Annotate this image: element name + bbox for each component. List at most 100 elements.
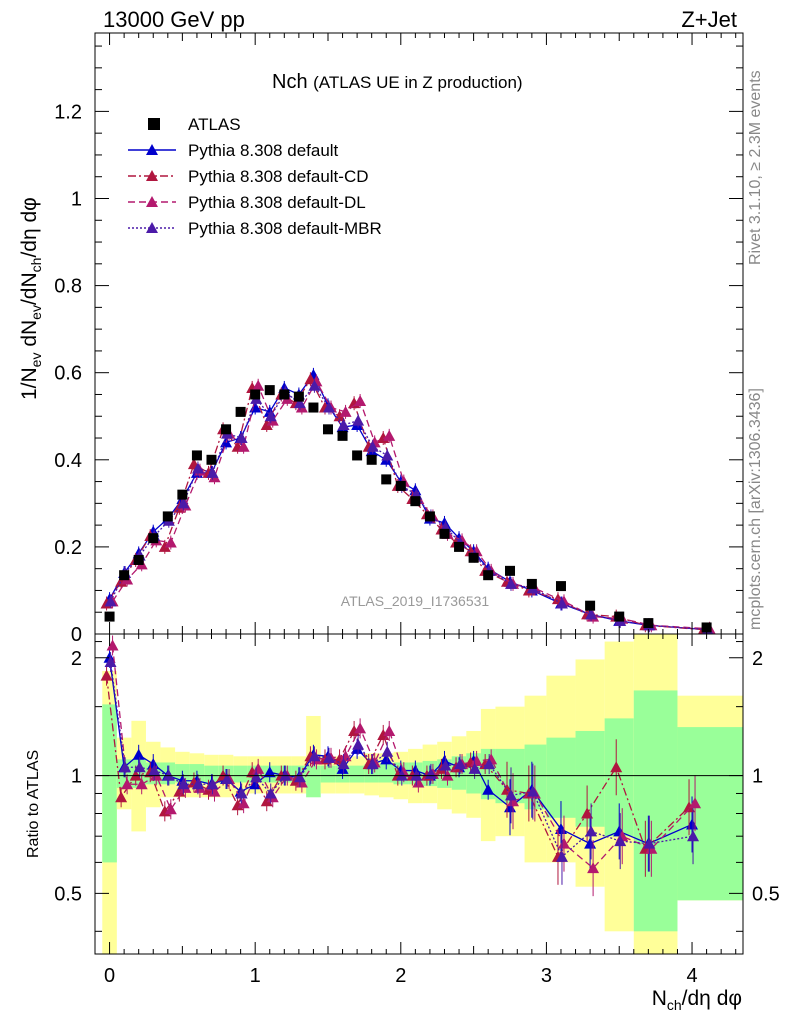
mc-marker — [104, 595, 117, 607]
ratio-band-inner — [306, 765, 321, 798]
atlas-data-point — [701, 622, 712, 633]
bottom-panel-frame — [94, 633, 744, 955]
atlas-data-point — [395, 480, 406, 491]
atlas-data-point — [133, 554, 144, 565]
atlas-data-point — [505, 565, 516, 576]
mc-marker — [235, 432, 248, 444]
ratio-marker — [148, 764, 161, 776]
ratio-marker — [252, 762, 265, 774]
legend-marker — [146, 144, 158, 155]
atlas-data-point — [322, 424, 333, 435]
ratio-band-inner — [320, 765, 336, 783]
ratio-marker — [264, 787, 277, 799]
mcplots-reference-label: mcplots.cern.ch [arXiv:1306.3436] — [747, 388, 764, 630]
top-y-axis-label: 1/Nev dNev/dNch/dη dφ — [18, 197, 44, 400]
x-tick-label: 1 — [250, 965, 261, 987]
ratio-marker — [557, 837, 570, 849]
legend-label: Pythia 8.308 default-DL — [188, 193, 366, 212]
ratio-band-inner — [524, 744, 547, 810]
legend-label: Pythia 8.308 default-CD — [188, 167, 369, 186]
ratio-marker — [121, 778, 134, 790]
atlas-data-point — [381, 474, 392, 485]
top-y-tick-label: 0.2 — [54, 537, 82, 559]
ratio-marker — [483, 758, 496, 770]
ratio-marker — [585, 825, 598, 837]
mc-marker — [366, 440, 379, 452]
x-tick-label: 4 — [686, 965, 697, 987]
legend-label: Pythia 8.308 default-MBR — [188, 219, 382, 238]
ratio-band-inner — [204, 765, 219, 783]
atlas-data-point — [191, 450, 202, 461]
x-axis-label: Nch/dη dφ — [652, 987, 742, 1013]
ratio-marker — [555, 850, 568, 862]
x-tick-label: 0 — [104, 965, 115, 987]
rivet-version-label: Rivet 3.1.10, ≥ 2.3M events — [747, 70, 764, 265]
mc-marker — [158, 540, 171, 552]
top-y-tick-label: 0.8 — [54, 276, 82, 298]
top-y-tick-label: 0.6 — [54, 363, 82, 385]
ratio-marker — [614, 835, 627, 847]
mc-marker — [555, 597, 568, 609]
atlas-data-point — [206, 454, 217, 465]
ratio-marker — [683, 801, 696, 813]
analysis-id-label: ATLAS_2019_I1736531 — [341, 593, 490, 609]
mc-line — [109, 384, 708, 631]
ratio-marker — [164, 803, 177, 815]
ratio-marker — [191, 778, 204, 790]
mc-marker — [339, 405, 352, 417]
bottom-y-tick-label: 2 — [71, 648, 82, 670]
mc-marker — [308, 379, 321, 391]
ratio-marker — [133, 761, 146, 773]
mc-marker — [252, 379, 265, 391]
atlas-data-point — [337, 430, 348, 441]
ratio-band-inner — [349, 765, 365, 783]
atlas-data-point — [104, 611, 115, 622]
ratio-marker — [687, 830, 700, 842]
ratio-marker — [263, 766, 276, 778]
ratio-marker — [237, 797, 250, 809]
ratio-marker — [581, 807, 594, 819]
atlas-data-point — [555, 581, 566, 592]
atlas-data-point — [352, 450, 363, 461]
ratio-band-inner — [102, 704, 117, 863]
mc-marker — [322, 401, 335, 413]
atlas-data-point — [293, 391, 304, 402]
ratio-band-inner — [378, 764, 394, 783]
mc-marker — [191, 462, 204, 474]
atlas-data-point — [119, 570, 130, 581]
atlas-data-point — [483, 570, 494, 581]
ratio-marker — [468, 762, 481, 774]
mc-marker — [164, 536, 177, 548]
atlas-data-point — [585, 600, 596, 611]
plot-title: Nch (ATLAS UE in Z production) — [272, 71, 523, 93]
ratio-band-inner — [575, 730, 605, 827]
mc-marker — [237, 440, 250, 452]
ratio-marker — [643, 837, 656, 849]
ratio-marker — [100, 669, 113, 681]
atlas-data-point — [454, 541, 465, 552]
atlas-data-point — [308, 402, 319, 413]
ratio-marker — [104, 656, 117, 668]
ratio-marker — [383, 724, 396, 736]
ratio-marker — [482, 783, 495, 795]
ratio-marker — [132, 748, 145, 760]
ratio-marker — [381, 745, 394, 757]
top-y-tick-label: 1.2 — [54, 101, 82, 123]
plot-subtitle: (ATLAS UE in Z production) — [313, 73, 522, 92]
ratio-marker — [173, 785, 186, 797]
bottom-y-tick-label-right: 0.5 — [752, 883, 780, 905]
ratio-line — [111, 645, 696, 870]
ratio-band-inner — [233, 765, 248, 783]
atlas-data-point — [221, 424, 232, 435]
atlas-data-point — [614, 611, 625, 622]
mc-marker — [260, 418, 273, 430]
ratio-marker — [206, 778, 219, 790]
mc-marker — [337, 418, 350, 430]
ratio-marker — [424, 767, 437, 779]
mc-marker — [505, 577, 518, 589]
ratio-marker — [352, 738, 365, 750]
atlas-data-point — [424, 511, 435, 522]
atlas-data-point — [264, 385, 275, 396]
bottom-y-tick-label-right: 2 — [752, 648, 763, 670]
